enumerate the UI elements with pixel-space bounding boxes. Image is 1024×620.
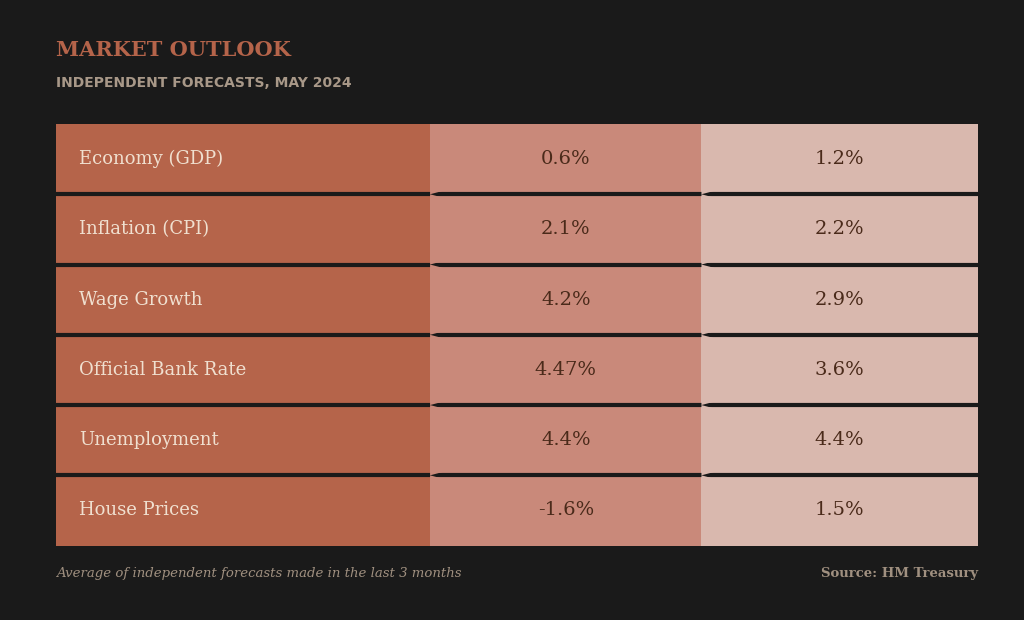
Text: -1.6%: -1.6% <box>538 502 594 520</box>
Text: MARKET OUTLOOK: MARKET OUTLOOK <box>56 40 291 60</box>
Text: 3.6%: 3.6% <box>815 361 864 379</box>
Text: 1.5%: 1.5% <box>815 502 864 520</box>
Text: 4.4%: 4.4% <box>541 431 591 450</box>
Text: 4.47%: 4.47% <box>535 361 597 379</box>
Text: 1.2%: 1.2% <box>815 150 864 168</box>
Text: 2.2%: 2.2% <box>815 220 864 239</box>
Text: Inflation (CPI): Inflation (CPI) <box>79 220 209 239</box>
Text: House Prices: House Prices <box>79 502 199 520</box>
Text: Official Bank Rate: Official Bank Rate <box>79 361 246 379</box>
Text: INDEPENDENT FORECASTS, MAY 2024: INDEPENDENT FORECASTS, MAY 2024 <box>56 76 352 90</box>
Text: 4.4%: 4.4% <box>815 431 864 450</box>
Text: Economy (GDP): Economy (GDP) <box>79 150 223 168</box>
Text: Average of independent forecasts made in the last 3 months: Average of independent forecasts made in… <box>56 567 462 580</box>
Text: 0.6%: 0.6% <box>541 150 591 168</box>
Text: Unemployment: Unemployment <box>79 431 218 450</box>
Text: Source: HM Treasury: Source: HM Treasury <box>821 567 978 580</box>
Text: Wage Growth: Wage Growth <box>79 291 203 309</box>
Text: 4.2%: 4.2% <box>541 291 591 309</box>
Text: 2.1%: 2.1% <box>541 220 591 239</box>
Text: 2.9%: 2.9% <box>815 291 864 309</box>
